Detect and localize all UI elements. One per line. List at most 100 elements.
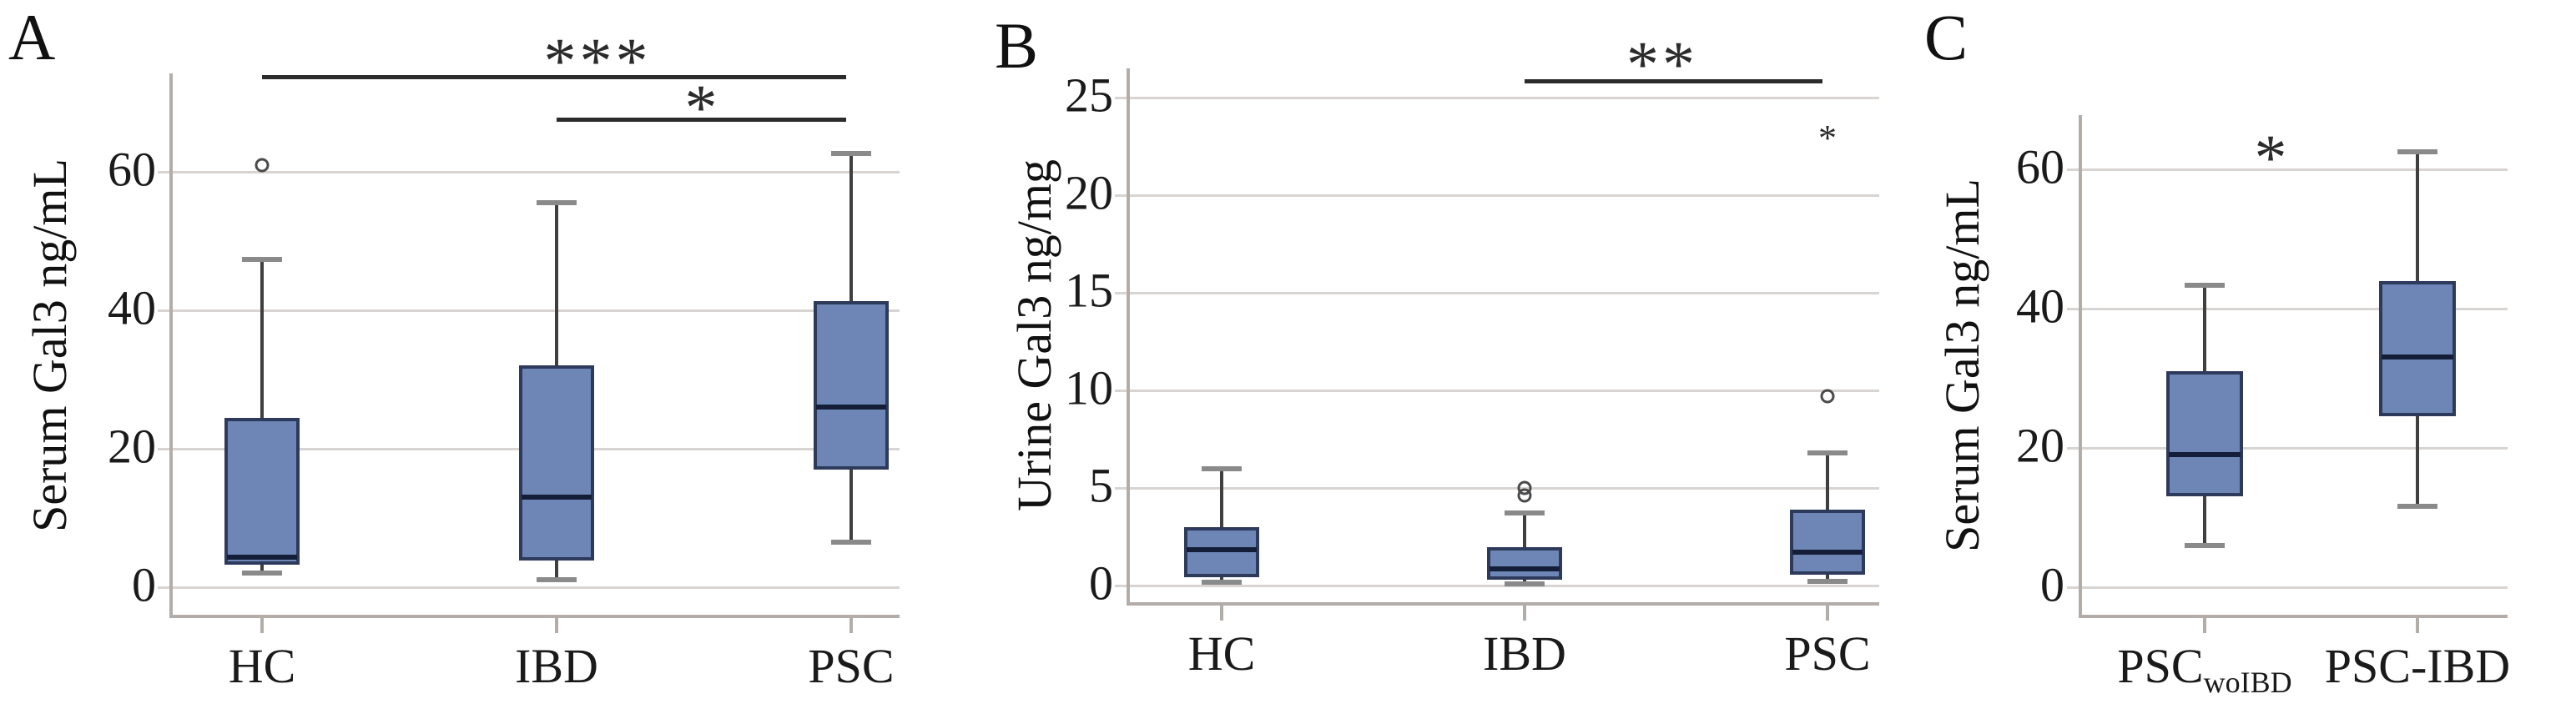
y-tick-label: 40 xyxy=(108,280,156,335)
box-iqr xyxy=(1487,547,1562,580)
y-axis-spine xyxy=(2079,115,2082,618)
category-label: HC xyxy=(1188,627,1256,681)
gridline xyxy=(1115,194,1879,197)
y-tick-label: 0 xyxy=(132,557,156,612)
box-iqr xyxy=(2166,371,2243,497)
panel-letter-a: A xyxy=(8,1,56,73)
whisker-lower-cap xyxy=(831,540,871,546)
x-axis-frame xyxy=(169,615,900,618)
y-tick-label: 20 xyxy=(108,419,156,474)
gridline xyxy=(158,170,900,173)
box-median-line xyxy=(816,405,886,410)
gridline xyxy=(2067,168,2508,171)
whisker-lower-stem xyxy=(260,565,264,574)
whisker-upper-stem xyxy=(2416,152,2419,281)
y-axis-title-a: Serum Gal3 ng/mL xyxy=(23,158,77,532)
category-label-text: HC xyxy=(228,639,296,693)
box-median-line xyxy=(1490,566,1560,572)
category-label-text: PSC xyxy=(1784,626,1871,681)
y-axis-spine xyxy=(169,73,173,618)
category-label-text: PSC xyxy=(808,639,895,693)
whisker-lower-cap xyxy=(1807,579,1848,585)
whisker-upper-stem xyxy=(1826,452,1829,510)
category-label: PSC-IBD xyxy=(2325,640,2510,693)
category-label-text: PSC-IBD xyxy=(2324,639,2511,693)
y-tick-label: 0 xyxy=(1089,556,1113,611)
category-label: HC xyxy=(229,640,296,693)
significance-stars: * xyxy=(684,71,721,143)
outlier-circle xyxy=(1820,389,1835,404)
y-axis-title-c: Serum Gal3 ng/mL xyxy=(1935,178,1989,552)
panel-letter-c: C xyxy=(1924,1,1969,73)
box-median-line xyxy=(1792,550,1863,556)
x-tick-mark xyxy=(555,618,558,633)
whisker-lower-cap xyxy=(1505,581,1545,586)
gridline xyxy=(2067,446,2508,450)
box-iqr xyxy=(1790,509,1865,576)
y-tick-label: 10 xyxy=(1065,360,1113,415)
whisker-lower-cap xyxy=(2397,504,2437,510)
y-tick-label: 20 xyxy=(1065,165,1113,220)
box-iqr xyxy=(1184,526,1259,577)
panel-letter-b: B xyxy=(995,9,1039,82)
significance-bar xyxy=(1525,79,1822,83)
whisker-upper-cap xyxy=(1505,510,1545,516)
gridline xyxy=(158,309,900,312)
category-label-text: IBD xyxy=(515,639,598,693)
y-tick-label: 5 xyxy=(1089,458,1113,513)
whisker-upper-cap xyxy=(242,256,282,262)
whisker-lower-stem xyxy=(2203,496,2206,546)
category-label: PSC xyxy=(808,640,894,693)
whisker-upper-cap xyxy=(831,150,871,156)
significance-stars: * xyxy=(2254,121,2291,194)
x-tick-mark xyxy=(1220,606,1223,621)
whisker-upper-stem xyxy=(1523,513,1526,548)
box-median-line xyxy=(227,555,297,561)
x-axis-frame xyxy=(1127,602,1879,606)
x-tick-mark xyxy=(2203,618,2206,633)
box-median-line xyxy=(522,495,592,500)
box-iqr xyxy=(814,301,889,470)
gridline xyxy=(1115,486,1879,490)
whisker-upper-cap xyxy=(1202,466,1242,472)
whisker-lower-stem xyxy=(2416,416,2419,507)
whisker-upper-cap xyxy=(2185,282,2225,288)
category-label-text: IBD xyxy=(1483,626,1566,681)
whisker-lower-cap xyxy=(242,571,282,576)
y-tick-label: 15 xyxy=(1065,263,1113,318)
gridline xyxy=(1115,584,1879,587)
x-tick-mark xyxy=(2416,618,2419,633)
gridline xyxy=(1115,96,1879,99)
outlier-star: * xyxy=(1818,118,1837,159)
whisker-upper-stem xyxy=(1220,469,1223,527)
whisker-upper-stem xyxy=(2203,284,2206,372)
y-tick-label: 20 xyxy=(2016,418,2064,473)
whisker-lower-stem xyxy=(1826,575,1829,582)
category-label: PSC xyxy=(1784,627,1870,681)
category-label-subscript: woIBD xyxy=(2203,666,2292,699)
whisker-upper-stem xyxy=(849,153,853,302)
gridline xyxy=(2067,307,2508,310)
gridline xyxy=(1115,291,1879,294)
category-label-text: HC xyxy=(1187,626,1256,681)
whisker-lower-stem xyxy=(555,561,558,580)
box-iqr xyxy=(224,417,300,566)
whisker-lower-stem xyxy=(1220,576,1223,583)
significance-bar xyxy=(557,118,846,122)
gridline xyxy=(1115,389,1879,392)
significance-bar xyxy=(262,75,846,79)
whisker-upper-cap xyxy=(1807,450,1848,455)
category-label-text: PSC xyxy=(2117,639,2204,693)
box-median-line xyxy=(2382,354,2453,360)
gridline xyxy=(158,586,900,589)
whisker-upper-stem xyxy=(555,203,558,366)
whisker-lower-stem xyxy=(849,469,853,543)
y-tick-label: 0 xyxy=(2040,557,2064,612)
x-tick-mark xyxy=(260,618,264,633)
box-median-line xyxy=(1187,546,1257,552)
gridline xyxy=(2067,586,2508,589)
y-axis-spine xyxy=(1127,68,1130,606)
whisker-lower-cap xyxy=(2185,542,2225,548)
category-label: PSCwoIBD xyxy=(2117,639,2291,699)
